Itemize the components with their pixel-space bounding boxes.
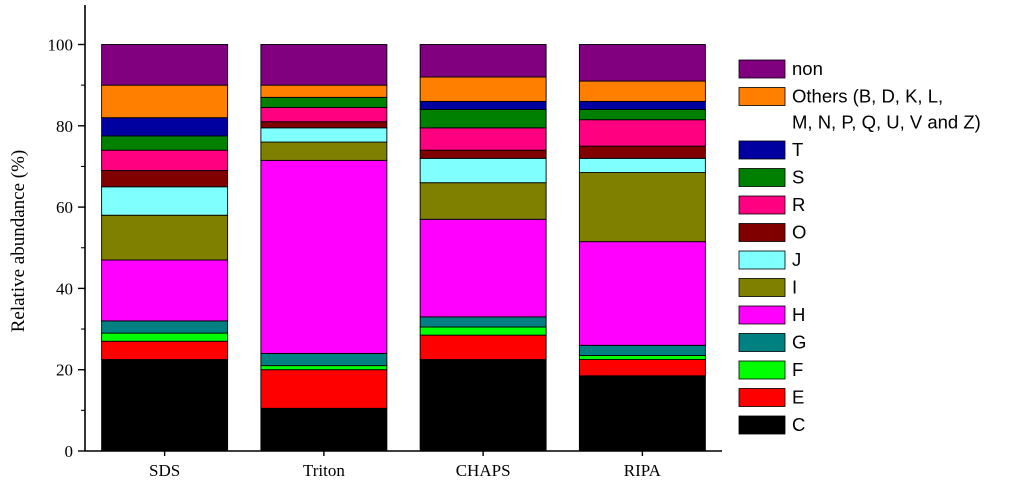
bar-segment-ripa-r [578,119,706,147]
legend-swatch-non [738,59,786,79]
legend-label-j: J [792,249,801,270]
legend-label-e: E [792,387,804,408]
bar-segment-chaps-g [419,316,547,328]
legend-swatch-o [738,223,786,242]
legend: non Others (B, D, K, L, M, N, P, Q, U, V a… [738,58,981,435]
bar-segment-sds-s [101,135,229,151]
legend-swatch-i [738,278,786,297]
legend-swatch-s [738,168,786,187]
bar-segment-sds-r [101,149,229,171]
bar-segment-triton-e [260,369,388,409]
bar-segment-ripa-i [578,172,706,243]
legend-swatch-h [738,305,786,325]
legend-label-f: F [792,359,803,380]
bar-segment-chaps-c [419,359,547,452]
x-tick-label-ripa: RIPA [624,461,662,480]
legend-label-others: Others (B, D, K, L, M, N, P, Q, U, V and … [792,86,981,133]
y-tick-label-60: 60 [56,198,73,217]
legend-label-i: I [792,277,797,298]
bar-segment-ripa-s [578,109,706,121]
bars-group [101,44,706,452]
axes-group [84,5,722,452]
bar-segment-sds-e [101,340,229,360]
legend-swatch-r [738,195,786,215]
legend-label-h: H [792,304,805,325]
bar-segment-triton-h [260,159,388,354]
bar-segment-ripa-g [578,344,706,356]
y-ticks-group: 0 20 40 60 80 100 [48,36,85,461]
bar-segment-ripa-h [578,241,706,346]
bar-segment-sds-others [101,84,229,119]
bar-segment-chaps-i [419,182,547,220]
legend-label-r: R [792,194,805,215]
legend-swatch-j [738,250,786,270]
bar-segment-sds-non [101,44,229,86]
legend-swatch-e [738,388,786,407]
legend-swatch-others [738,87,786,106]
bar-segment-ripa-c [578,375,706,452]
bar-segment-triton-f [260,365,388,371]
bar-segment-sds-c [101,359,229,452]
legend-swatch-t [738,140,786,160]
legend-swatch-c [738,415,786,435]
bar-segment-chaps-t [419,100,547,110]
y-tick-label-80: 80 [56,117,73,136]
bar-segment-sds-f [101,332,229,342]
bar-segment-ripa-o [578,145,706,159]
bar-segment-ripa-e [578,359,706,377]
y-tick-label-20: 20 [56,361,73,380]
bar-segment-sds-j [101,186,229,216]
y-tick-label-40: 40 [56,279,73,298]
bar-segment-chaps-others [419,76,547,102]
x-ticks-group: SDS Triton CHAPS RIPA [149,451,662,480]
legend-label-o: O [792,222,806,243]
bar-segment-ripa-t [578,100,706,110]
bar-segment-triton-j [260,127,388,143]
bar-segment-chaps-s [419,109,547,129]
x-tick-label-triton: Triton [303,461,345,480]
legend-label-g: G [792,332,806,353]
bar-segment-sds-i [101,214,229,261]
legend-swatch-g [738,333,786,352]
x-tick-label-sds: SDS [149,461,180,480]
bar-segment-chaps-f [419,326,547,336]
bar-segment-triton-others [260,84,388,98]
legend-label-non: non [792,58,823,79]
bar-segment-sds-g [101,320,229,334]
bar-segment-triton-g [260,352,388,367]
bar-segment-chaps-h [419,218,547,318]
bar-segment-sds-o [101,170,229,188]
bar-segment-chaps-non [419,44,547,78]
bar-segment-chaps-r [419,127,547,151]
y-tick-label-100: 100 [48,36,74,55]
y-axis-title: Relative abundance (%) [8,150,29,333]
bar-segment-triton-non [260,44,388,86]
legend-label-c: C [792,414,805,435]
bar-segment-chaps-o [419,149,547,159]
y-tick-label-0: 0 [65,442,74,461]
bar-segment-ripa-others [578,80,706,102]
bar-segment-triton-o [260,121,388,129]
legend-label-t: T [792,139,803,160]
bar-segment-triton-s [260,96,388,108]
bar-segment-ripa-non [578,44,706,82]
legend-swatch-f [738,360,786,380]
bar-segment-chaps-j [419,157,547,184]
bar-segment-triton-i [260,141,388,161]
bar-segment-ripa-j [578,157,706,173]
bar-segment-sds-t [101,117,229,137]
x-tick-label-chaps: CHAPS [456,461,511,480]
bar-segment-sds-h [101,259,229,322]
bar-segment-triton-r [260,107,388,123]
bar-segment-triton-c [260,407,388,452]
legend-label-s: S [792,167,804,188]
bar-segment-chaps-e [419,334,547,360]
bar-segment-ripa-f [578,355,706,360]
